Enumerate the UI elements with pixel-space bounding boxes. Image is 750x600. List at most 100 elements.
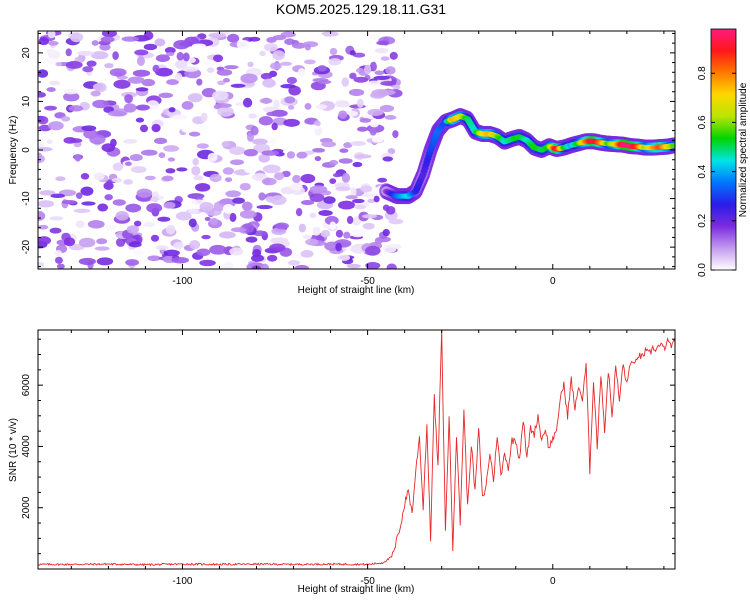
noise-blob [250, 125, 259, 136]
noise-blob [144, 175, 156, 181]
noise-blob [75, 220, 85, 228]
noise-blob [128, 241, 142, 248]
noise-blob [104, 63, 114, 69]
noise-blob [111, 178, 123, 183]
noise-blob [48, 41, 59, 46]
noise-blob [163, 145, 180, 152]
y-tick-label: 0 [21, 147, 32, 153]
noise-blob [173, 241, 184, 250]
noise-blob [374, 237, 383, 245]
noise-blob [207, 152, 218, 162]
noise-blob [154, 38, 166, 47]
noise-blob [229, 146, 246, 156]
noise-blob [124, 94, 133, 104]
noise-blob [314, 33, 325, 40]
noise-blob [273, 99, 280, 109]
noise-blob [163, 249, 180, 257]
noise-blob [229, 212, 237, 223]
noise-blob [373, 195, 380, 203]
noise-blob [165, 224, 176, 235]
noise-blob [389, 51, 398, 60]
snr-xlabel: Height of straight line (km) [298, 584, 415, 595]
noise-blob [82, 66, 94, 73]
noise-blob [270, 195, 287, 206]
noise-blob [165, 52, 175, 57]
noise-blob [49, 227, 62, 234]
noise-blob [167, 157, 176, 162]
noise-blob [367, 108, 384, 116]
noise-blob [221, 140, 230, 148]
noise-blob [112, 199, 126, 206]
noise-blob [188, 218, 197, 228]
noise-blob [38, 37, 50, 46]
noise-blob [352, 216, 362, 226]
noise-blob [385, 66, 396, 75]
noise-blob [94, 246, 110, 251]
noise-blob [212, 54, 224, 63]
noise-blob [349, 50, 356, 56]
noise-blob [54, 250, 63, 257]
noise-blob [125, 259, 140, 266]
noise-blob [244, 166, 254, 174]
noise-blob [273, 172, 285, 181]
noise-blob [369, 122, 379, 128]
noise-blob [38, 200, 55, 208]
noise-blob [80, 172, 90, 180]
noise-blob [304, 43, 311, 51]
noise-blob [101, 31, 117, 38]
noise-blob [191, 166, 201, 176]
noise-blob [91, 40, 99, 46]
noise-blob [350, 141, 367, 147]
noise-blob [188, 208, 199, 214]
snr-ticks: -100 -50 0 2000 4000 6000 [21, 330, 675, 587]
noise-blob [188, 131, 201, 137]
noise-blob [189, 239, 201, 250]
noise-blob [352, 161, 363, 168]
x-tick-label: 0 [550, 576, 556, 587]
noise-blob [334, 140, 346, 147]
noise-blob [166, 79, 179, 86]
noise-blob [181, 66, 199, 72]
noise-blob [346, 215, 354, 225]
snr-ylabel: SNR (10 * v/v) [8, 418, 19, 482]
noise-blob [182, 52, 190, 62]
spectrogram-xlabel: Height of straight line (km) [298, 285, 415, 296]
noise-blob [379, 104, 395, 113]
noise-blob [269, 62, 282, 70]
noise-blob [350, 187, 357, 197]
noise-blob [382, 156, 393, 162]
noise-blob [46, 139, 53, 145]
noise-blob [44, 105, 57, 111]
noise-blob [329, 47, 338, 56]
noise-blob [349, 72, 357, 80]
noise-blob [317, 65, 327, 72]
noise-blob [143, 31, 154, 41]
noise-blob [96, 238, 108, 245]
noise-blob [152, 64, 160, 73]
noise-blob [210, 217, 219, 226]
noise-blob [224, 65, 239, 70]
noise-blob [337, 200, 356, 210]
noise-blob [65, 61, 83, 69]
noise-blob [240, 73, 258, 84]
noise-blob [70, 32, 84, 43]
noise-blob [199, 202, 214, 212]
noise-blob [216, 69, 233, 76]
noise-blob [298, 223, 307, 233]
colorbar-label: Normalized spectral amplitude [738, 82, 749, 217]
noise-blob [187, 93, 203, 103]
x-tick-label: -50 [360, 276, 375, 287]
noise-blob [133, 220, 142, 227]
noise-blob [74, 154, 81, 162]
noise-blob [341, 77, 350, 87]
noise-blob [171, 256, 189, 264]
noise-blob [324, 215, 339, 226]
noise-blob [230, 227, 247, 233]
noise-blob [90, 51, 109, 60]
noise-blob [38, 92, 46, 98]
noise-blob [353, 204, 367, 210]
noise-blob [264, 136, 277, 147]
noise-blob [288, 260, 300, 266]
noise-blob [262, 164, 281, 174]
